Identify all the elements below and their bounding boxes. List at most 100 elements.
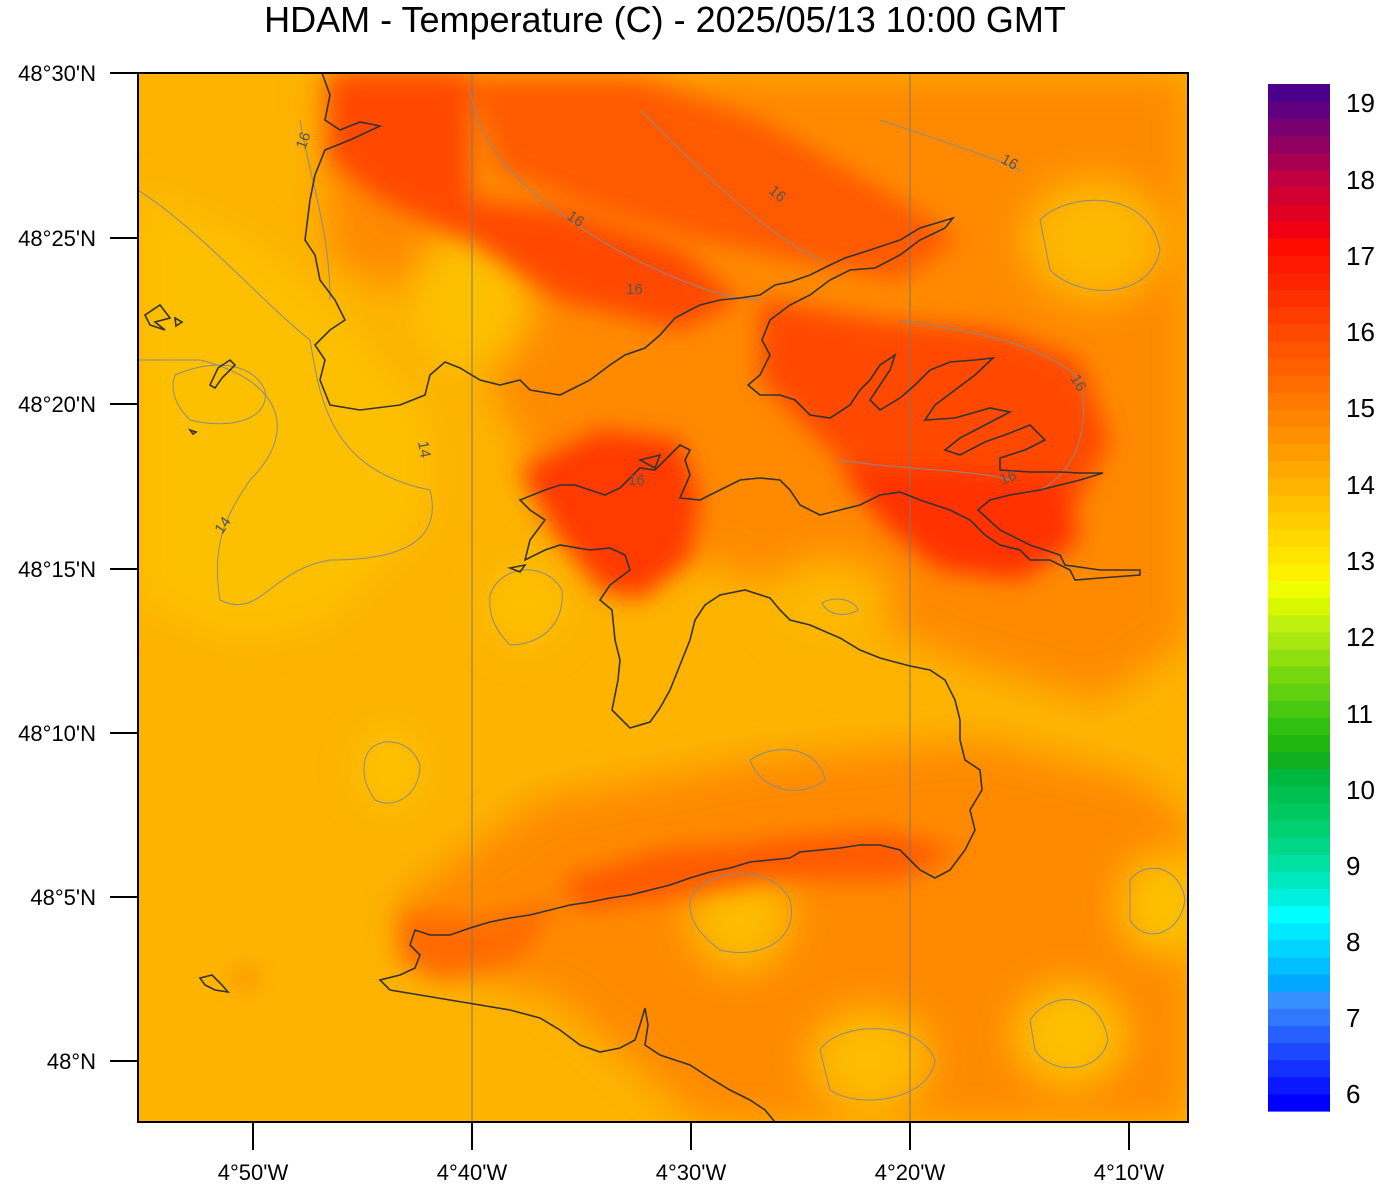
colorbar-swatch [1268,220,1330,239]
lat-label: 48°N [47,1049,96,1074]
cool-spot-1 [485,565,565,645]
colorbar-label: 8 [1346,927,1360,957]
coast-islet-1 [187,428,198,436]
colorbar-swatch [1268,1059,1330,1078]
hot-zone-n [470,80,960,280]
colorbar-swatch [1268,1008,1330,1027]
colorbar-swatch [1268,546,1330,564]
coast-island-3 [198,974,231,994]
colorbar-swatch [1268,443,1330,462]
contour-label: 16 [564,207,587,230]
contour-label: 14 [414,440,434,459]
colorbar-label: 18 [1346,165,1375,195]
colorbar-swatch [1268,614,1330,633]
colorbar-label: 15 [1346,393,1375,423]
colorbar-swatch [1268,665,1330,684]
lon-label: 4°20'W [875,1160,946,1185]
coast-islet-3 [637,453,662,470]
lon-label: 4°30'W [656,1160,727,1185]
colorbar-swatch [1268,888,1330,907]
lat-label: 48°30'N [18,61,96,86]
lat-label: 48°20'N [18,392,96,417]
colorbar-swatch [1268,84,1330,102]
contour-label: 16 [1067,372,1090,395]
colorbar-swatch [1268,203,1330,222]
colorbar-swatch [1268,1025,1330,1044]
contour-south-4 [819,1028,936,1101]
contour-label: 16 [293,130,315,151]
coast-island-1 [143,303,184,331]
colorbar-label: 19 [1346,88,1375,118]
contour-14-west [138,189,433,606]
lon-label: 4°50'W [218,1160,289,1185]
colorbar-swatch [1268,785,1330,804]
cool-spot-5 [1015,985,1125,1085]
colorbar-swatch [1268,409,1330,427]
colorbar-swatch [1268,289,1330,308]
colorbar-swatch [1268,700,1330,718]
contour-label: 16 [998,151,1021,174]
colorbar-swatch [1268,529,1330,547]
colorbar-swatch [1268,871,1330,890]
lon-label: 4°40'W [437,1160,508,1185]
cool-zone-west [138,190,430,640]
colorbar-swatch [1268,1042,1330,1061]
colorbar-swatch [1268,374,1330,393]
cool-spot-6 [1120,855,1188,955]
colorbar-swatch [1268,648,1330,667]
lat-label: 48°5'N [30,885,96,910]
colorbar-swatch [1268,956,1330,975]
contour-south-2 [1129,867,1186,935]
colorbar-swatch [1268,238,1330,256]
colorbar-swatch [1268,135,1330,154]
contour-label: 16 [626,281,643,298]
colorbar [1268,84,1330,1112]
coast-islet-2 [507,563,527,573]
temperature-field [138,73,1188,1122]
contour-label: 16 [628,472,645,489]
colorbar-label: 12 [1346,622,1375,652]
colorbar-swatch [1268,477,1330,496]
colorbar-swatch [1268,1093,1330,1112]
colorbar-swatch [1268,255,1330,273]
colorbar-swatch [1268,854,1330,872]
hot-zone-south-coast [560,830,960,910]
colorbar-label: 10 [1346,775,1375,805]
lon-axis [252,1122,1130,1150]
hot-zone-center [520,430,700,600]
colorbar-swatch [1268,837,1330,855]
plot-frame [137,72,1189,1123]
cool-spot-2 [360,728,420,808]
contour-16-east [839,319,1085,491]
hot-zone-sw [400,900,560,980]
colorbar-swatch [1268,1076,1330,1095]
colorbar-swatch [1268,974,1330,992]
map-title: HDAM - Temperature (C) - 2025/05/13 10:0… [264,0,1066,40]
colorbar-swatch [1268,734,1330,753]
contour-label: 16 [998,467,1019,489]
hot-zone-nw [330,73,740,330]
colorbar-swatch [1268,580,1330,599]
coast-island-2 [208,358,237,390]
colorbar-label: 13 [1346,546,1375,576]
colorbar-swatch [1268,169,1330,188]
colorbar-swatch [1268,717,1330,736]
colorbar-swatch [1268,101,1330,119]
colorbar-swatch [1268,820,1330,838]
colorbar-label: 14 [1346,470,1375,500]
colorbar-swatch [1268,631,1330,650]
colorbar-swatch [1268,152,1330,171]
colorbar-labels: 19 18 17 16 15 14 13 12 11 10 9 8 7 6 [1346,88,1375,1109]
colorbar-swatch [1268,991,1330,1009]
warm-zone-south [400,740,1188,1122]
lat-axis [110,72,138,1062]
colorbar-swatch [1268,392,1330,410]
contour-label: 14 [211,514,234,537]
colorbar-swatch [1268,357,1330,376]
lat-label: 48°10'N [18,721,96,746]
colorbar-swatch [1268,802,1330,821]
contour-mid-2 [821,598,859,615]
colorbar-label: 11 [1346,699,1373,729]
colorbar-swatch [1268,118,1330,136]
